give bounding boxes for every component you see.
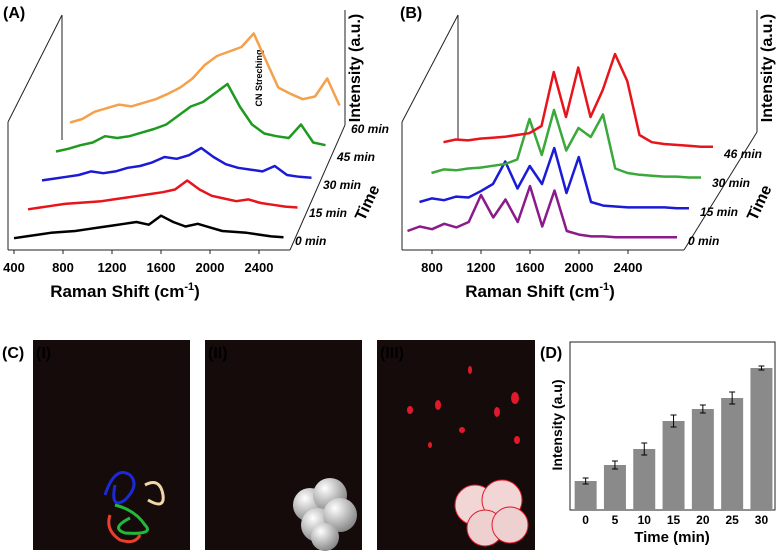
time-label: 0 min — [295, 234, 326, 248]
x-tick-label: 20 — [696, 513, 710, 527]
image-label: (II) — [208, 345, 228, 362]
protein-ribbon — [103, 471, 165, 544]
time-label: 30 min — [323, 178, 361, 192]
x-tick-label: 25 — [725, 513, 739, 527]
time-label: 15 min — [700, 205, 738, 219]
x-tick-label: 800 — [52, 260, 74, 275]
spectrum — [443, 52, 713, 148]
time-label: 15 min — [309, 206, 347, 220]
y-axis-label: Intensity (a.u.) — [759, 14, 776, 122]
x-axis-label-sup: -1 — [184, 281, 194, 293]
x-tick-label: 1200 — [467, 260, 496, 275]
panel-label: (A) — [3, 5, 25, 22]
x-tick-label: 1600 — [516, 260, 545, 275]
image-label: (III) — [380, 345, 404, 362]
x-tick-label: 2000 — [196, 260, 225, 275]
spectrum — [55, 82, 326, 153]
bar — [633, 449, 656, 510]
x-axis-label-sup: -1 — [599, 281, 609, 293]
spectrum — [407, 184, 677, 239]
panel-label: (B) — [400, 5, 422, 22]
y-axis-label: Intensity (a.u) — [549, 379, 565, 470]
bar — [662, 421, 685, 510]
x-tick-label: 5 — [612, 513, 619, 527]
y-axis-label: Intensity (a.u.) — [347, 14, 364, 122]
x-tick-label: 0 — [582, 513, 589, 527]
x-tick-label: 30 — [755, 513, 769, 527]
x-axis-label: Raman Shift (cm-1) — [50, 281, 200, 301]
x-tick-label: 1200 — [98, 260, 127, 275]
frame-b — [401, 10, 758, 251]
x-tick-label: 1600 — [147, 260, 176, 275]
spectrum — [431, 108, 701, 179]
annotation: CN Streching — [254, 49, 264, 106]
bar — [691, 409, 714, 510]
bar — [721, 398, 744, 510]
spectrum — [13, 214, 284, 240]
nanoparticle-cluster — [454, 479, 529, 547]
panel-label: (C) — [2, 345, 24, 362]
x-tick-label: 800 — [421, 260, 443, 275]
spheres — [293, 478, 357, 551]
x-axis-label: Raman Shift (cm-1) — [465, 281, 615, 301]
x-axis-label-end: ) — [194, 282, 200, 301]
frame-a — [7, 10, 346, 251]
bar — [750, 368, 773, 510]
time-label: 45 min — [336, 150, 375, 164]
spectrum — [69, 32, 341, 124]
x-tick-label: 2000 — [565, 260, 594, 275]
x-tick-label: 400 — [3, 260, 25, 275]
time-label: 0 min — [688, 234, 719, 248]
panel-label: (D) — [540, 345, 562, 362]
spectrum — [27, 179, 298, 211]
time-label: 60 min — [351, 122, 389, 136]
time-label: 30 min — [712, 176, 750, 190]
x-axis-label-text: Raman Shift (cm — [465, 282, 599, 301]
spectrum — [41, 146, 312, 182]
fluorescent-dots — [407, 366, 520, 448]
time-label: 46 min — [723, 147, 762, 161]
bar — [603, 465, 626, 510]
image-i — [33, 340, 190, 550]
x-tick-label: 10 — [638, 513, 652, 527]
x-tick-label: 2400 — [245, 260, 274, 275]
x-axis-label-text: Raman Shift (cm — [50, 282, 184, 301]
x-tick-label: 15 — [667, 513, 681, 527]
x-tick-label: 2400 — [614, 260, 643, 275]
image-label: (I) — [36, 345, 51, 362]
spectrum — [419, 146, 689, 210]
x-axis-label-end: ) — [609, 282, 615, 301]
bar — [574, 481, 597, 510]
x-axis-label: Time (min) — [634, 529, 710, 546]
